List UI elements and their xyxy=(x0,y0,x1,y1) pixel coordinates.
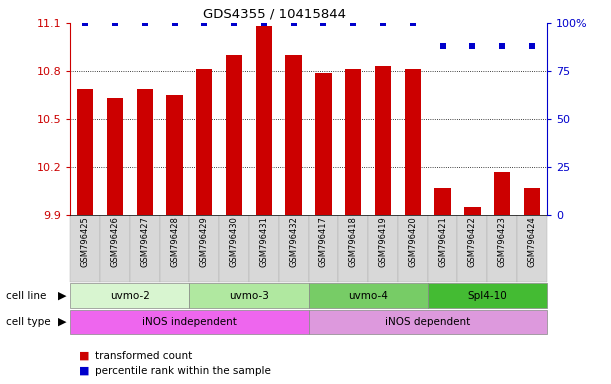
Bar xyxy=(107,98,123,215)
Bar xyxy=(345,70,362,215)
Text: transformed count: transformed count xyxy=(95,351,192,361)
Text: iNOS independent: iNOS independent xyxy=(142,317,237,327)
Text: uvmo-4: uvmo-4 xyxy=(348,291,388,301)
Text: iNOS dependent: iNOS dependent xyxy=(385,317,470,327)
Bar xyxy=(404,70,421,215)
Bar xyxy=(77,89,93,215)
Text: ■: ■ xyxy=(79,366,90,376)
Text: ▶: ▶ xyxy=(57,291,66,301)
Text: uvmo-3: uvmo-3 xyxy=(229,291,269,301)
Bar xyxy=(166,95,183,215)
Bar xyxy=(464,207,481,215)
Bar xyxy=(255,26,272,215)
Text: cell line: cell line xyxy=(6,291,46,301)
Bar xyxy=(375,66,391,215)
Text: GDS4355 / 10415844: GDS4355 / 10415844 xyxy=(203,8,346,21)
Bar xyxy=(196,70,213,215)
Text: cell type: cell type xyxy=(6,317,51,327)
Text: ■: ■ xyxy=(79,351,90,361)
Text: percentile rank within the sample: percentile rank within the sample xyxy=(95,366,271,376)
Bar xyxy=(494,172,510,215)
Bar xyxy=(136,89,153,215)
Bar xyxy=(315,73,332,215)
Bar xyxy=(285,55,302,215)
Text: uvmo-2: uvmo-2 xyxy=(110,291,150,301)
Bar xyxy=(226,55,243,215)
Bar xyxy=(524,188,540,215)
Text: ▶: ▶ xyxy=(57,317,66,327)
Text: Spl4-10: Spl4-10 xyxy=(467,291,507,301)
Bar xyxy=(434,188,451,215)
